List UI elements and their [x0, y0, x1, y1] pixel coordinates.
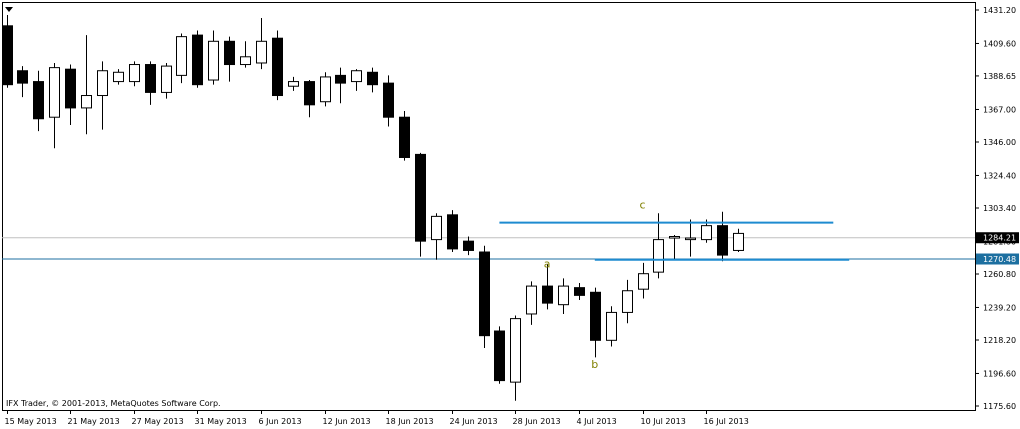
ask-price-tag-bg — [976, 253, 1019, 265]
bullish-candle — [653, 239, 664, 273]
x-tick-label: 16 Jul 2013 — [704, 417, 749, 426]
bearish-candle — [383, 82, 394, 118]
x-tick-label: 31 May 2013 — [195, 417, 247, 426]
bullish-candle — [49, 67, 60, 118]
bullish-candle — [81, 95, 92, 109]
bearish-candle — [415, 153, 426, 242]
bearish-candle — [717, 225, 728, 256]
bearish-candle — [574, 287, 585, 296]
bullish-candle — [622, 290, 633, 313]
bullish-candle — [606, 311, 617, 341]
x-tick-label: 15 May 2013 — [5, 417, 57, 426]
bearish-candle — [479, 251, 490, 337]
bullish-candle — [733, 232, 744, 251]
y-tick-label: 1409.60 — [983, 39, 1016, 48]
bearish-candle — [399, 116, 410, 158]
bearish-candle — [335, 74, 346, 84]
bullish-candle — [208, 40, 219, 81]
bullish-candle — [256, 40, 267, 64]
bullish-candle — [288, 81, 299, 87]
bearish-candle — [590, 291, 601, 341]
bearish-candle — [272, 37, 283, 97]
bearish-candle — [17, 70, 28, 84]
x-tick-label: 27 May 2013 — [132, 417, 184, 426]
x-tick-label: 18 Jun 2013 — [386, 417, 434, 426]
bid-price-tag-bg — [976, 232, 1019, 244]
y-tick-label: 1303.40 — [983, 204, 1016, 213]
bearish-candle — [447, 214, 458, 250]
bullish-candle — [638, 273, 649, 290]
x-tick-label: 6 Jun 2013 — [259, 417, 302, 426]
bullish-candle — [161, 65, 172, 93]
bearish-candle — [145, 64, 156, 93]
y-tick-label: 1388.65 — [983, 72, 1016, 81]
bearish-candle — [224, 40, 235, 66]
x-tick-label: 28 Jun 2013 — [513, 417, 561, 426]
x-tick-label: 10 Jul 2013 — [641, 417, 686, 426]
bullish-candle — [113, 71, 124, 83]
x-tick-label: 4 Jul 2013 — [577, 417, 617, 426]
bearish-candle — [542, 285, 553, 304]
bearish-candle — [494, 330, 505, 382]
x-tick-label: 24 Jun 2013 — [450, 417, 498, 426]
y-tick-label: 1239.20 — [983, 303, 1016, 312]
bullish-candle — [97, 70, 108, 97]
y-tick-label: 1367.00 — [983, 105, 1016, 114]
bid-price-tag-label: 1284.21 — [983, 234, 1016, 243]
bearish-candle — [463, 240, 474, 251]
bearish-candle — [65, 68, 76, 109]
copyright-text: IFX Trader, © 2001-2013, MetaQuotes Soft… — [6, 399, 221, 408]
wave-label-b: b — [591, 358, 598, 371]
bullish-candle — [558, 285, 569, 306]
y-tick-label: 1324.40 — [983, 171, 1016, 180]
y-tick-label: 1218.20 — [983, 336, 1016, 345]
y-tick-label: 1175.60 — [983, 402, 1016, 411]
chart-menu-triangle-icon — [5, 7, 13, 12]
bullish-candle — [129, 64, 140, 83]
wave-label-c: c — [639, 199, 645, 212]
wave-label-a: a — [544, 257, 551, 270]
x-tick-label: 12 Jun 2013 — [323, 417, 371, 426]
bullish-candle — [669, 236, 680, 239]
bullish-candle — [176, 36, 187, 76]
bullish-candle — [701, 225, 712, 241]
bearish-candle — [2, 25, 13, 86]
y-tick-label: 1196.60 — [983, 369, 1016, 378]
bullish-candle — [526, 285, 537, 315]
bullish-candle — [320, 76, 331, 103]
y-tick-label: 1346.00 — [983, 138, 1016, 147]
ask-price-tag-label: 1270.48 — [983, 255, 1016, 264]
bullish-candle — [351, 70, 362, 83]
plot-frame — [2, 2, 976, 411]
bullish-candle — [240, 56, 251, 66]
bearish-candle — [304, 81, 315, 106]
bullish-candle — [431, 215, 442, 241]
y-tick-label: 1431.20 — [983, 6, 1016, 15]
bearish-candle — [33, 81, 44, 120]
y-tick-label: 1260.80 — [983, 270, 1016, 279]
bullish-candle — [510, 318, 521, 383]
bullish-candle — [685, 237, 696, 241]
bearish-candle — [367, 71, 378, 86]
x-tick-label: 21 May 2013 — [68, 417, 120, 426]
bearish-candle — [192, 34, 203, 86]
